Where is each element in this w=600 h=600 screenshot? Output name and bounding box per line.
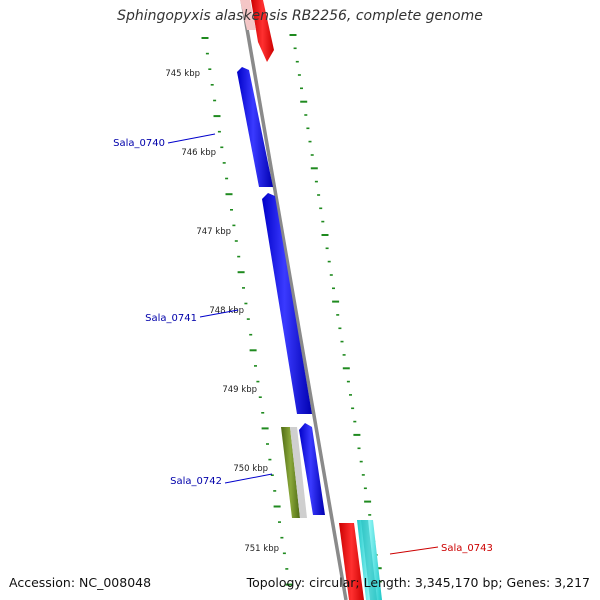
gene-label-sala-0741[interactable]: Sala_0741 [145,313,197,324]
tick-label-749: 749 kbp [222,385,257,395]
gene-label-sala-0742[interactable]: Sala_0742 [170,476,222,487]
gc-content-strip [290,427,307,518]
tick-label-750: 750 kbp [233,464,268,474]
gene-arrow-sala-0741[interactable] [262,193,312,414]
leader-line-sala-0741 [199,309,239,318]
gene-label-sala-0743[interactable]: Sala_0743 [441,543,493,554]
tick-label-748: 748 kbp [209,306,244,316]
map-title: Sphingopyxis alaskensis RB2256, complete… [117,8,483,24]
gene-arrow-sala-0742[interactable] [299,423,325,515]
backbone-line [240,0,348,600]
reverse-cds-top-light [240,0,256,30]
tick-label-747: 747 kbp [196,227,231,237]
leader-line-sala-0742 [224,473,273,484]
gene-labels: Sala_0740 Sala_0741 Sala_0742 Sala_0743 [113,133,493,555]
gene-arrow-sala-0743[interactable] [339,523,364,600]
tick-label-751: 751 kbp [244,544,279,554]
genome-summary-text: Topology: circular; Length: 3,345,170 bp… [246,575,590,590]
gene-arrow-sala-0740[interactable] [237,67,273,187]
gene-label-sala-0740[interactable]: Sala_0740 [113,138,165,149]
rna-feature-core [361,520,377,600]
tick-label-745: 745 kbp [165,69,200,79]
tick-label-746: 746 kbp [181,148,216,158]
ruler-tick-labels: 745 kbp 746 kbp 747 kbp 748 kbp 749 kbp … [165,69,279,554]
leader-line-sala-0743 [389,546,439,555]
gc-skew-strip [281,427,300,518]
accession-text: Accession: NC_008048 [9,575,152,590]
reverse-cds-top [251,0,274,62]
leader-line-sala-0740 [167,133,216,144]
